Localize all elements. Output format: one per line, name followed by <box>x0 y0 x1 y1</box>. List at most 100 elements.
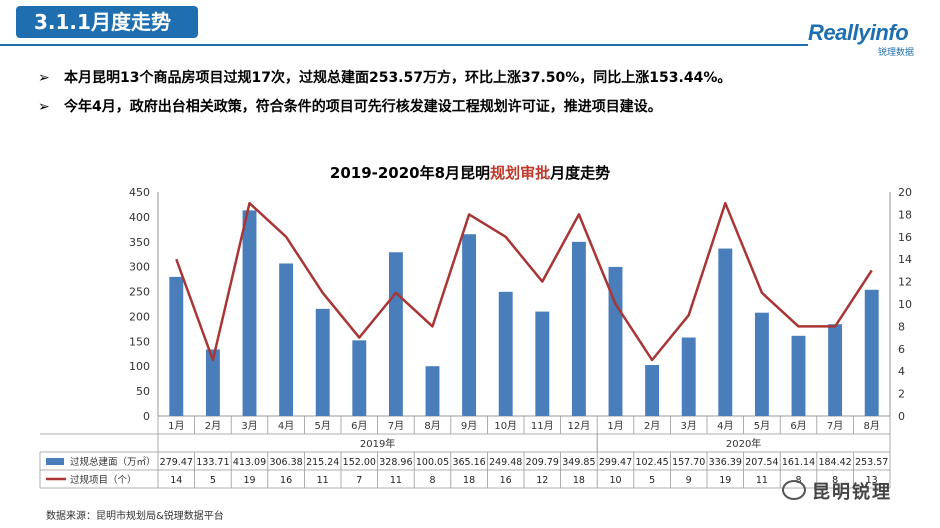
bar <box>242 210 257 416</box>
x-tick-label: 1月 <box>607 420 623 432</box>
bar <box>425 366 440 416</box>
data-label: 161.14 <box>782 457 815 468</box>
x-tick-label: 9月 <box>461 420 477 432</box>
data-label: 102.45 <box>635 457 668 468</box>
arrow-bullet-icon: ➢ <box>38 99 50 115</box>
x-tick-label: 6月 <box>790 420 806 432</box>
data-label: 14 <box>170 475 182 486</box>
bar <box>462 234 477 416</box>
data-label: 184.42 <box>818 457 851 468</box>
chart-title-highlight: 规划审批 <box>490 164 551 182</box>
logo-wordmark: Reallyinfo <box>808 20 909 45</box>
data-label: 5 <box>649 475 655 486</box>
bar <box>571 241 586 416</box>
x-tick-label: 8月 <box>864 420 880 432</box>
y-left-tick-label: 0 <box>143 410 150 423</box>
data-label: 5 <box>210 475 216 486</box>
year-group-label: 2019年 <box>360 437 395 450</box>
data-label: 299.47 <box>599 457 632 468</box>
data-label: 16 <box>280 475 292 486</box>
x-tick-label: 4月 <box>717 420 733 432</box>
y-left-tick-label: 150 <box>129 335 150 348</box>
x-tick-label: 12月 <box>568 420 591 432</box>
x-tick-label: 2月 <box>205 420 221 432</box>
data-label: 279.47 <box>160 457 193 468</box>
data-label: 16 <box>500 475 512 486</box>
y-right-tick-label: 6 <box>898 343 905 356</box>
legend-bar-label: 过规总建面（万㎡） <box>70 456 156 468</box>
x-tick-label: 7月 <box>388 420 404 432</box>
data-label: 413.09 <box>233 457 266 468</box>
wechat-watermark: 昆明锐理 <box>782 478 932 504</box>
y-right-tick-label: 10 <box>898 298 912 311</box>
bar <box>754 312 769 416</box>
y-right-tick-label: 20 <box>898 186 912 199</box>
logo-subtitle: 锐理数据 <box>878 48 915 58</box>
data-label: 8 <box>429 475 435 486</box>
y-right-tick-label: 14 <box>898 253 912 266</box>
data-label: 215.24 <box>306 457 339 468</box>
chart-title-part2: 月度走势 <box>550 164 611 182</box>
data-label: 18 <box>463 475 475 486</box>
bar <box>498 291 513 416</box>
data-label: 19 <box>243 475 255 486</box>
y-right-tick-label: 16 <box>898 231 912 244</box>
data-label: 133.71 <box>196 457 229 468</box>
bar <box>352 340 367 416</box>
chart-title: 2019-2020年8月昆明规划审批月度走势 <box>0 162 940 183</box>
bar <box>608 266 623 416</box>
data-label: 365.16 <box>452 457 485 468</box>
bar <box>718 248 733 416</box>
chart-title-part1: 2019-2020年8月昆明 <box>329 164 491 182</box>
data-label: 18 <box>573 475 585 486</box>
data-source: 数据来源：昆明市规划局&锐理数据平台 <box>46 511 224 522</box>
x-tick-label: 5月 <box>754 420 770 432</box>
bullet-text: 今年4月，政府出台相关政策，符合条件的项目可先行核发建设工程规划许可证，推进项目… <box>64 99 662 115</box>
header-bar: 3.1.1月度走势 <box>0 0 940 44</box>
wechat-label: 昆明锐理 <box>812 482 892 503</box>
data-label: 157.70 <box>672 457 705 468</box>
x-tick-label: 1月 <box>168 420 184 432</box>
data-label: 306.38 <box>269 457 302 468</box>
data-label: 152.00 <box>343 457 376 468</box>
data-label: 13 <box>866 475 878 486</box>
x-tick-label: 8月 <box>424 420 440 432</box>
y-left-tick-label: 450 <box>129 186 150 199</box>
y-left-tick-label: 200 <box>129 310 150 323</box>
reallyinfo-logo: Reallyinfo 锐理数据 <box>808 20 934 58</box>
legend-line-label: 过规项目（个） <box>70 474 137 486</box>
y-left-tick-label: 50 <box>136 385 150 398</box>
header-rule <box>0 44 808 46</box>
year-group-label: 2020年 <box>726 437 761 450</box>
bullet-item: ➢ 本月昆明13个商品房项目过规17次，过规总建面253.57万方，环比上涨37… <box>38 68 918 97</box>
data-label: 12 <box>536 475 548 486</box>
y-left-tick-label: 350 <box>129 236 150 249</box>
data-label: 19 <box>719 475 731 486</box>
summary-bullets: ➢ 本月昆明13个商品房项目过规17次，过规总建面253.57万方，环比上涨37… <box>38 68 918 126</box>
bar <box>169 276 184 416</box>
data-label: 11 <box>317 475 329 486</box>
data-label: 209.79 <box>526 457 559 468</box>
y-right-tick-label: 2 <box>898 388 905 401</box>
bar <box>828 324 843 416</box>
data-label: 336.39 <box>709 457 742 468</box>
data-label: 7 <box>356 475 362 486</box>
x-tick-label: 5月 <box>315 420 331 432</box>
bar <box>535 311 550 416</box>
y-left-tick-label: 400 <box>129 211 150 224</box>
bar <box>681 337 696 416</box>
bullet-text: 本月昆明13个商品房项目过规17次，过规总建面253.57万方，环比上涨37.5… <box>64 70 732 86</box>
x-tick-label: 4月 <box>278 420 294 432</box>
y-right-tick-label: 4 <box>898 365 905 378</box>
bullet-item: ➢ 今年4月，政府出台相关政策，符合条件的项目可先行核发建设工程规划许可证，推进… <box>38 97 918 126</box>
x-tick-label: 6月 <box>351 420 367 432</box>
data-label: 9 <box>686 475 692 486</box>
bar <box>388 252 403 416</box>
x-tick-label: 10月 <box>494 420 517 432</box>
y-right-tick-label: 0 <box>898 410 905 423</box>
bar <box>645 365 660 416</box>
data-label: 100.05 <box>416 457 449 468</box>
data-label: 8 <box>832 475 838 486</box>
data-label: 328.96 <box>379 457 412 468</box>
